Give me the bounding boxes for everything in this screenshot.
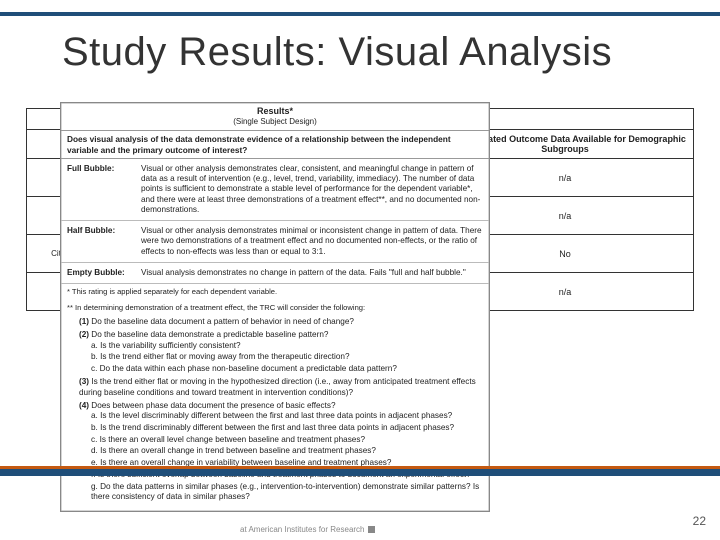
rubric-footnote: * This rating is applied separately for … [61, 284, 489, 299]
rubric-criteria-intro: ** In determining demonstration of a tre… [61, 300, 489, 315]
criterion-sub: b. Is the trend discriminably different … [91, 423, 483, 433]
criterion: (2) Do the baseline data demonstrate a p… [79, 330, 483, 374]
criterion-sub: d. Is there an overall change in trend b… [91, 446, 483, 456]
rubric-row: Empty Bubble:Visual analysis demonstrate… [61, 263, 489, 284]
rubric-row-text: Visual or other analysis demonstrates cl… [139, 159, 489, 220]
criterion-sub: c. Is there an overall level change betw… [91, 435, 483, 445]
rubric-header: Results* [61, 103, 489, 117]
rubric-row-text: Visual analysis demonstrates no change i… [139, 263, 489, 283]
rubric-question: Does visual analysis of the data demonst… [61, 130, 489, 159]
slide: Study Results: Visual Analysis Study Res… [0, 0, 720, 540]
criterion-sub: a. Is the level discriminably different … [91, 411, 483, 421]
air-footer: at American Institutes for Research [240, 525, 375, 534]
rubric-row-label: Half Bubble: [61, 221, 139, 262]
top-rule [0, 12, 720, 16]
criterion-sub: c. Do the data within each phase non-bas… [91, 364, 483, 374]
rubric-criteria-list: (1) Do the baseline data document a patt… [61, 315, 489, 511]
rubric-row-label: Full Bubble: [61, 159, 139, 220]
rubric-row-label: Empty Bubble: [61, 263, 139, 283]
slide-title: Study Results: Visual Analysis [62, 30, 612, 75]
criterion-sub: a. Is the variability sufficiently consi… [91, 341, 483, 351]
rubric-row: Half Bubble:Visual or other analysis dem… [61, 221, 489, 263]
criterion-sublist: a. Is the variability sufficiently consi… [79, 341, 483, 375]
rubric-row: Full Bubble:Visual or other analysis dem… [61, 159, 489, 221]
criterion: (4) Does between phase data document the… [79, 401, 483, 502]
rubric-overlay: Results* (Single Subject Design) Does vi… [60, 102, 490, 512]
criterion-sub: b. Is the trend either flat or moving aw… [91, 352, 483, 362]
criterion: (1) Do the baseline data document a patt… [79, 317, 483, 327]
criterion: (3) Is the trend either flat or moving i… [79, 377, 483, 398]
rubric-row-text: Visual or other analysis demonstrates mi… [139, 221, 489, 262]
criterion-sub: g. Do the data patterns in similar phase… [91, 482, 483, 503]
bottom-rule [0, 466, 720, 476]
page-number: 22 [693, 514, 706, 528]
rubric-subheader: (Single Subject Design) [61, 117, 489, 130]
criterion-sublist: a. Is the level discriminably different … [79, 411, 483, 502]
